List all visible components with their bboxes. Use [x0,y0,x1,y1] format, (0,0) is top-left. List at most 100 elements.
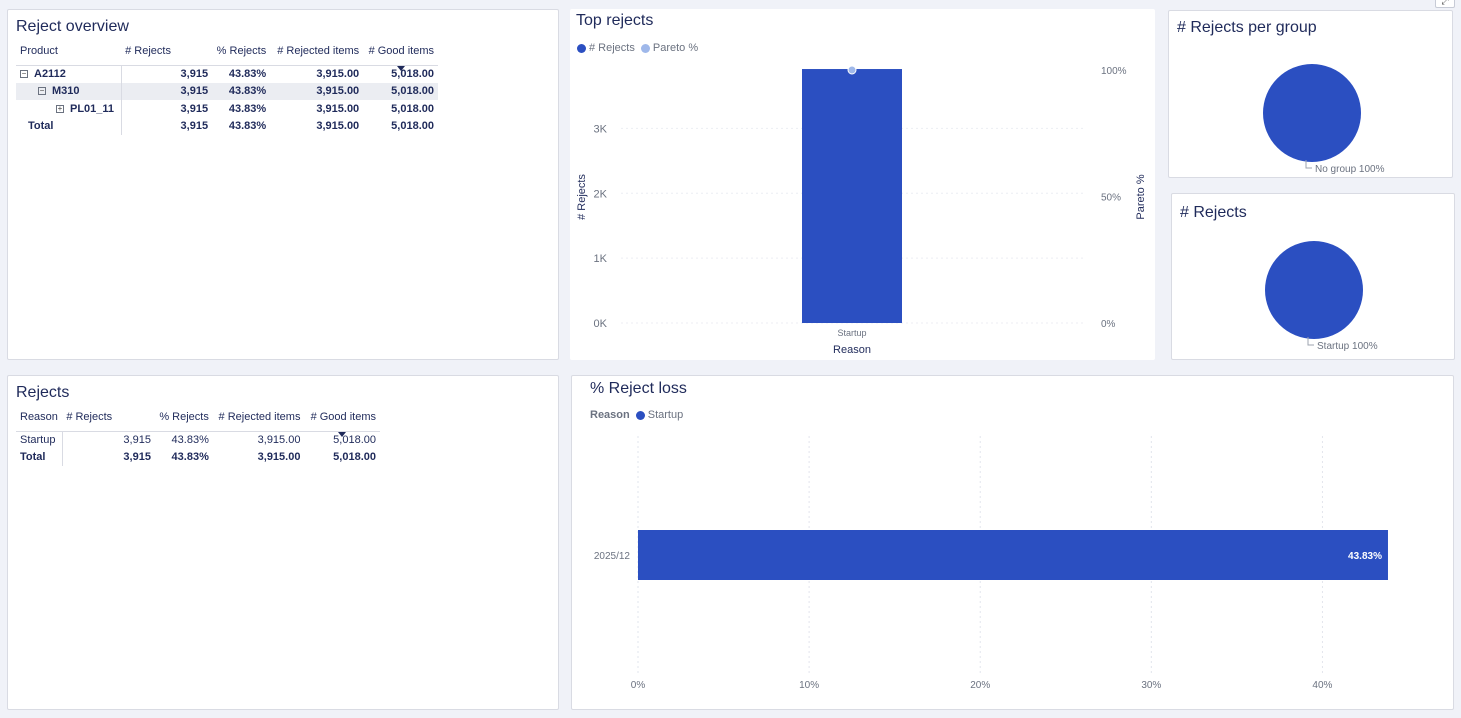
row-label: Total [28,120,54,133]
sort-desc-icon[interactable] [338,431,347,437]
table-cell: 5,018.00 [333,451,376,464]
slice-label: No group 100% [1315,164,1385,175]
y-tick-label: 2025/12 [594,551,631,562]
rejects-pie: Startup 100% [1265,241,1378,352]
column-header-good-items-label: # Good items [368,45,434,57]
top-rejects-chart: 0K 1K 2K 3K 0% 50% 100% Startup Reason # Rejects P… [576,65,1147,356]
y-tick-label: 2K [594,188,608,200]
table-cell: 3,915 [180,102,209,115]
pareto-point [847,65,857,75]
x-axis-title: Reason [833,344,871,356]
rejects-matrix: Reason # Rejects % Rejects # Rejected it… [16,409,380,466]
row-header: Total [16,448,63,466]
column-header-good-items[interactable]: # Good items [304,409,380,437]
table-cell: 3,915.00 [257,451,301,464]
row-label: M310 [52,85,80,98]
table-cell: 3,915 [121,82,213,100]
reject-loss-chart: 0% 10% 20% 30% 40% 43.83% 2025/12 [594,436,1388,691]
table-cell: 3,915.00 [316,120,360,133]
y2-tick-label: 50% [1101,193,1121,204]
row-header: Total [16,117,122,135]
legend-dot-icon [635,410,645,420]
table-cell: 3,915.00 [257,434,301,446]
table-cell: 43.83% [228,102,267,115]
rejects-per-group-panel: # Rejects per group No group 100% [1168,10,1453,178]
table-cell: 3,915 [180,120,209,133]
table-cell: 43.83% [228,120,267,133]
table-cell: 3,915 [180,68,209,80]
rejects-per-group-pie: No group 100% [1263,64,1385,175]
legend-dot-icon [577,43,586,53]
table-row[interactable]: Startup 3,915 43.83% 3,915.00 5,018.00 [16,431,380,449]
x-tick-label: 20% [970,680,990,691]
column-header-rejected-items[interactable]: # Rejected items [212,409,305,432]
row-header: − M310 [16,82,122,100]
table-cell: 3,915.00 [270,82,364,100]
reject-overview-panel: Reject overview Product # Rejects % Reje… [7,9,559,360]
legend-item-pareto[interactable]: Pareto % [640,42,698,54]
collapse-icon[interactable]: − [38,86,46,96]
pie-slice [1263,64,1361,162]
x-tick-label: 30% [1141,680,1161,691]
reject-loss-panel: % Reject loss Reason Startup 0% 10% 20% 30%… [571,375,1454,710]
expand-icon[interactable]: + [56,103,64,113]
column-header-rejects[interactable]: # Rejects [121,43,213,66]
table-cell: 43.83% [171,451,209,464]
table-cell: 43.83% [212,82,271,100]
column-header-pct-rejects[interactable]: % Rejects [154,409,213,432]
y-tick-label: 0K [594,318,608,330]
slice-label: Startup 100% [1317,341,1378,352]
column-header-rejected-items[interactable]: # Rejected items [270,43,364,66]
rejects-table-panel: Rejects Reason # Rejects % Rejects # Rej… [7,375,559,710]
reject-overview-matrix: Product # Rejects % Rejects # Rejected i… [16,43,438,135]
y2-tick-label: 100% [1101,66,1127,77]
legend-item-rejects[interactable]: # Rejects [577,42,635,54]
panel-title: # Rejects per group [1177,19,1317,36]
legend-dot-icon [640,43,650,53]
table-cell: 3,915.00 [316,68,360,80]
panel-title: # Rejects [1180,204,1247,221]
row-header: − A2112 [16,65,122,83]
x-tick-label: 40% [1312,680,1332,691]
rejects-pie-panel: # Rejects Startup 100% [1171,193,1455,360]
table-cell: 43.83% [171,434,209,446]
table-row[interactable]: − A2112 3,915 43.83% 3,915.00 5,018.00 [16,65,438,83]
table-cell: 3,915 [123,451,151,464]
y2-axis-title: Pareto % [1135,174,1147,219]
row-label: A2112 [34,68,66,80]
panel-title: % Reject loss [590,380,687,397]
column-header-good-items[interactable]: # Good items [363,43,438,71]
row-header: + PL01_11 [16,100,122,118]
y-tick-label: 3K [594,123,608,135]
chart-legend: Reason Startup [590,409,689,421]
table-cell: 5,018.00 [391,68,434,80]
bar [802,69,902,324]
column-header-reason[interactable]: Reason [16,409,63,432]
column-header-product[interactable]: Product [16,43,122,66]
column-header-rejects[interactable]: # Rejects [62,409,155,432]
leader-line [1305,160,1312,169]
table-cell: 43.83% [228,68,267,80]
window-corner-button[interactable]: ⤢ [1435,0,1455,8]
collapse-icon[interactable]: − [20,69,28,78]
panel-title: Top rejects [576,12,654,29]
legend-item-startup[interactable]: Startup [635,409,683,421]
y-axis-title: # Rejects [576,174,588,220]
column-header-pct-rejects[interactable]: % Rejects [212,43,271,66]
table-row[interactable]: Total 3,915 43.83% 3,915.00 5,018.00 [16,117,438,135]
row-label: PL01_11 [70,102,115,115]
data-label: 43.83% [1348,551,1382,562]
table-row[interactable]: − M310 3,915 43.83% 3,915.00 5,018.00 [16,82,438,100]
table-cell: 5,018.00 [363,82,438,100]
x-tick-label: 0% [631,680,646,691]
pie-slice [1265,241,1363,339]
table-row[interactable]: Total 3,915 43.83% 3,915.00 5,018.00 [16,448,380,466]
table-cell: 3,915 [123,434,151,446]
sort-desc-icon[interactable] [396,65,405,71]
table-cell: 3,915.00 [316,102,360,115]
table-cell: 5,018.00 [391,102,434,115]
chart-legend: # Rejects Pareto % [577,42,704,54]
column-header-good-items-label: # Good items [310,411,376,423]
table-row[interactable]: + PL01_11 3,915 43.83% 3,915.00 5,018.00 [16,100,438,118]
panel-title: Reject overview [16,18,129,35]
